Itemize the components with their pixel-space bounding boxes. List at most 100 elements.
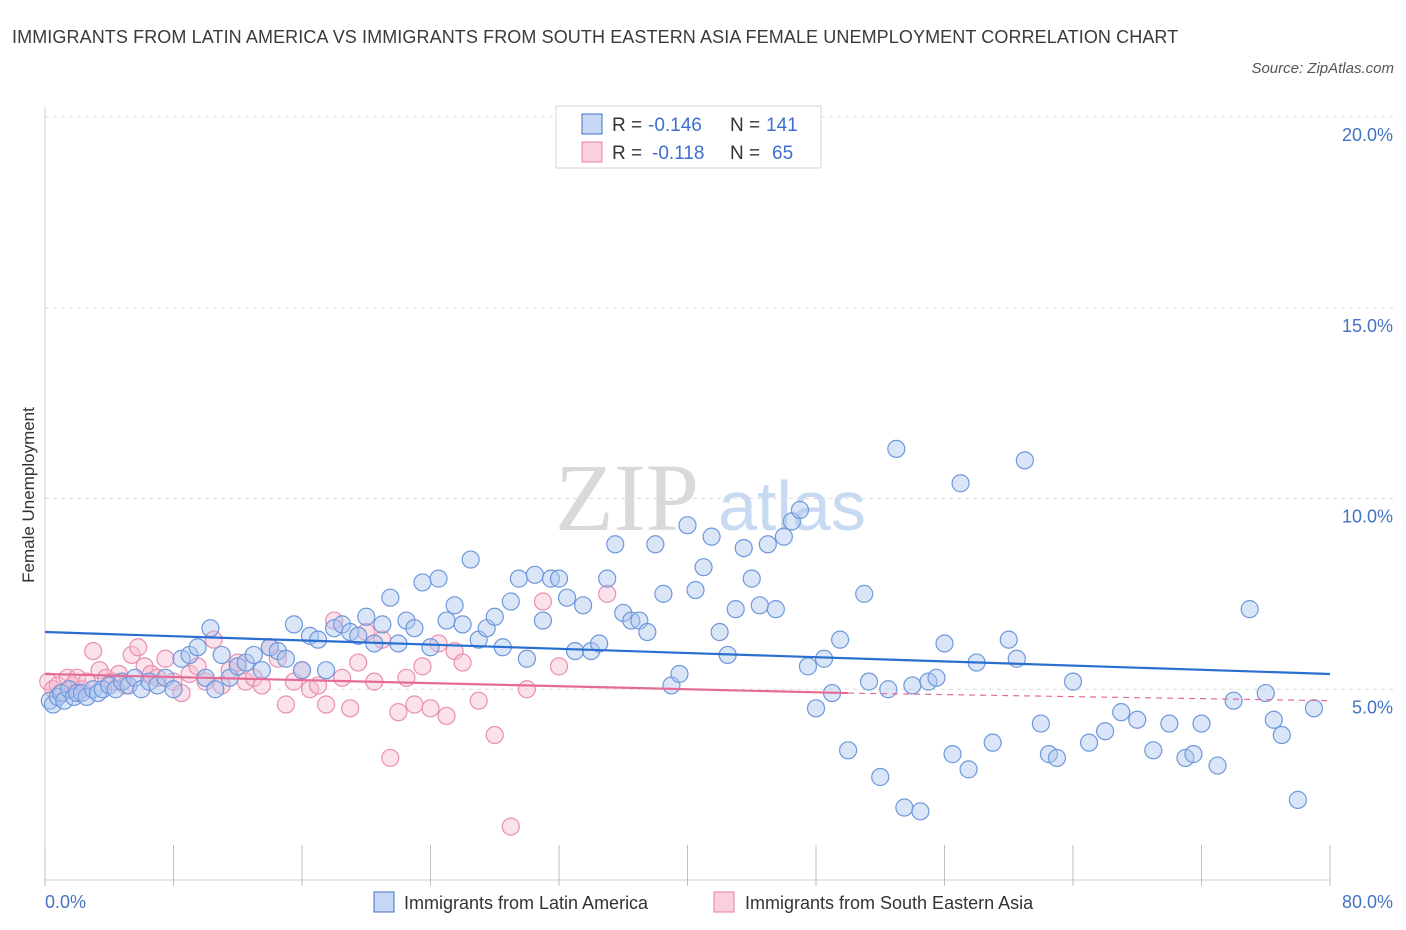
point-latin-america <box>646 535 665 554</box>
point-latin-america <box>549 569 569 588</box>
point-latin-america <box>895 798 914 817</box>
point-latin-america <box>461 550 480 569</box>
point-latin-america <box>686 580 705 600</box>
point-latin-america <box>164 680 183 699</box>
point-south-eastern-asia <box>381 748 400 768</box>
y-tick-label: 20.0% <box>1342 125 1393 145</box>
point-south-eastern-asia <box>437 706 456 726</box>
point-latin-america <box>1096 722 1115 741</box>
point-latin-america <box>879 680 898 699</box>
point-latin-america <box>429 569 448 588</box>
point-latin-america <box>983 733 1002 752</box>
point-latin-america <box>935 634 954 653</box>
point-south-eastern-asia <box>501 817 520 836</box>
watermark-zip: ZIP <box>555 444 699 551</box>
x-tick-label-max: 80.0% <box>1342 892 1393 912</box>
point-latin-america <box>855 584 874 603</box>
point-latin-america <box>276 649 296 668</box>
y-axis-title: Female Unemployment <box>19 407 38 583</box>
point-latin-america <box>212 645 231 665</box>
point-latin-america <box>911 802 930 821</box>
source-label: Source: ZipAtlas.com <box>1251 60 1394 77</box>
point-latin-america <box>1160 714 1179 733</box>
legend-n-label-2: N = <box>730 143 760 164</box>
point-latin-america <box>573 596 593 615</box>
point-latin-america <box>206 680 225 699</box>
y-tick-label: 10.0% <box>1342 507 1393 527</box>
point-latin-america <box>525 565 545 584</box>
point-latin-america <box>485 607 504 626</box>
point-latin-america <box>670 664 689 684</box>
trend-lines <box>44 630 1331 702</box>
point-latin-america <box>726 600 745 619</box>
point-latin-america <box>1112 703 1131 722</box>
point-latin-america <box>501 592 520 611</box>
x-tick-labels: 0.0% 80.0% <box>45 892 1393 912</box>
legend-swatch-blue <box>581 113 603 135</box>
point-south-eastern-asia <box>598 584 617 603</box>
axes <box>44 107 1331 886</box>
point-south-eastern-asia <box>453 653 472 672</box>
y-tick-label: 5.0% <box>1352 697 1393 717</box>
point-latin-america <box>509 569 528 588</box>
point-south-eastern-asia <box>533 592 553 611</box>
point-latin-america <box>678 516 697 535</box>
trend-line-south-eastern-asia-extension <box>848 692 1331 702</box>
y-tick-label: 15.0% <box>1342 316 1393 336</box>
point-latin-america <box>201 619 220 638</box>
point-latin-america <box>1063 672 1083 691</box>
x-tick-label-min: 0.0% <box>45 892 86 912</box>
point-latin-america <box>125 668 145 687</box>
point-latin-america <box>694 558 713 577</box>
point-south-eastern-asia <box>276 695 296 714</box>
point-latin-america <box>1240 600 1259 619</box>
point-south-eastern-asia <box>549 657 569 676</box>
legend-n-value-1: 141 <box>766 115 798 136</box>
point-latin-america <box>951 474 970 493</box>
point-latin-america <box>517 649 536 668</box>
point-latin-america <box>77 687 96 706</box>
chart-title: IMMIGRANTS FROM LATIN AMERICA VS IMMIGRA… <box>12 27 1179 47</box>
point-south-eastern-asia <box>333 668 352 687</box>
bottom-legend: Immigrants from Latin America Immigrants… <box>373 891 1034 913</box>
point-south-eastern-asia <box>84 641 103 661</box>
point-latin-america <box>871 767 890 787</box>
point-latin-america <box>1128 710 1147 729</box>
point-latin-america <box>284 615 304 634</box>
point-latin-america <box>1144 741 1163 760</box>
point-latin-america <box>437 611 456 630</box>
point-latin-america <box>557 588 577 607</box>
point-latin-america <box>742 569 761 588</box>
legend-r-label-1: R = <box>612 115 642 136</box>
point-latin-america <box>1047 748 1067 768</box>
legend-n-label-1: N = <box>730 115 760 136</box>
point-latin-america <box>959 760 978 779</box>
point-latin-america <box>774 527 793 546</box>
point-latin-america <box>413 573 432 592</box>
point-latin-america <box>702 527 721 546</box>
point-south-eastern-asia <box>413 657 432 676</box>
legend-r-value-1: -0.146 <box>648 115 702 136</box>
point-latin-america <box>606 535 625 554</box>
series-south-eastern-asia <box>39 584 617 836</box>
point-latin-america <box>903 676 922 695</box>
point-latin-america <box>421 638 440 657</box>
point-latin-america <box>766 600 785 619</box>
point-latin-america <box>252 661 271 680</box>
point-latin-america <box>381 588 400 607</box>
legend-r-label-2: R = <box>612 143 642 164</box>
point-south-eastern-asia <box>252 676 271 695</box>
point-south-eastern-asia <box>156 649 175 668</box>
trend-line-south-eastern-asia <box>44 672 849 695</box>
point-latin-america <box>839 741 858 760</box>
point-south-eastern-asia <box>316 695 336 714</box>
grid-lines <box>45 116 1395 690</box>
point-latin-america <box>316 661 336 680</box>
point-south-eastern-asia <box>129 638 148 657</box>
bottom-legend-label-pink: Immigrants from South Eastern Asia <box>745 893 1034 913</box>
point-south-eastern-asia <box>485 725 504 745</box>
point-latin-america <box>1184 745 1203 764</box>
legend-r-value-2: -0.118 <box>652 143 704 164</box>
point-latin-america <box>1272 725 1291 745</box>
